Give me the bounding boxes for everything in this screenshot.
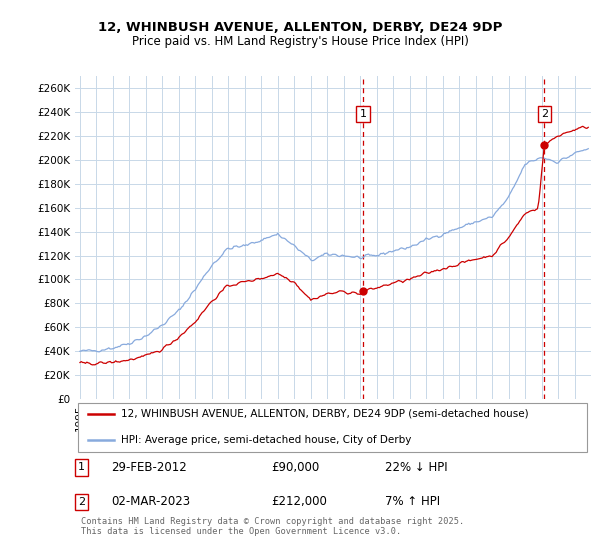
Text: 12, WHINBUSH AVENUE, ALLENTON, DERBY, DE24 9DP (semi-detached house): 12, WHINBUSH AVENUE, ALLENTON, DERBY, DE…	[121, 409, 529, 419]
Text: Contains HM Land Registry data © Crown copyright and database right 2025.
This d: Contains HM Land Registry data © Crown c…	[81, 517, 464, 536]
Text: 1: 1	[77, 463, 85, 473]
Text: £212,000: £212,000	[271, 496, 327, 508]
Text: 02-MAR-2023: 02-MAR-2023	[111, 496, 190, 508]
Text: Price paid vs. HM Land Registry's House Price Index (HPI): Price paid vs. HM Land Registry's House …	[131, 35, 469, 48]
Text: 2: 2	[541, 109, 548, 119]
Text: 7% ↑ HPI: 7% ↑ HPI	[385, 496, 440, 508]
FancyBboxPatch shape	[77, 403, 587, 452]
Text: 2: 2	[77, 497, 85, 507]
Text: 22% ↓ HPI: 22% ↓ HPI	[385, 461, 447, 474]
Text: £90,000: £90,000	[271, 461, 319, 474]
Text: 1: 1	[359, 109, 367, 119]
Text: HPI: Average price, semi-detached house, City of Derby: HPI: Average price, semi-detached house,…	[121, 435, 412, 445]
Text: 12, WHINBUSH AVENUE, ALLENTON, DERBY, DE24 9DP: 12, WHINBUSH AVENUE, ALLENTON, DERBY, DE…	[98, 21, 502, 34]
Text: 29-FEB-2012: 29-FEB-2012	[111, 461, 187, 474]
